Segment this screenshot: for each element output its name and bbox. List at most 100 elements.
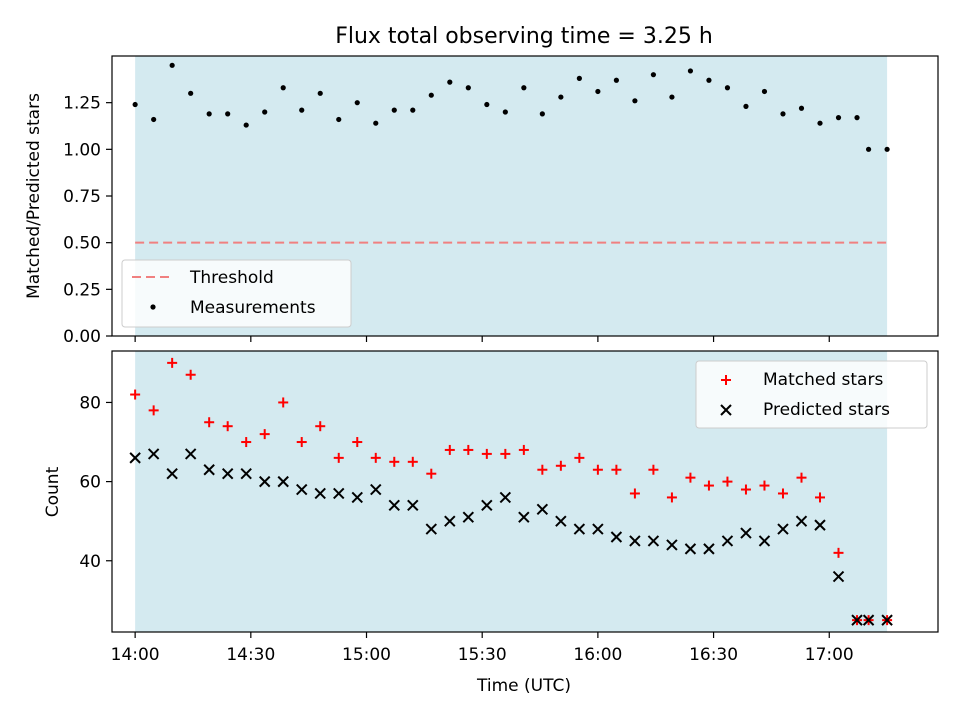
predicted-star-point xyxy=(184,448,197,460)
predicted-star-point-b xyxy=(862,614,875,626)
predicted-star-point-b xyxy=(684,543,697,555)
measurement-point xyxy=(280,85,286,91)
predicted-star-point xyxy=(851,614,863,626)
matched-star-point xyxy=(148,405,159,416)
predicted-star-point-b xyxy=(721,535,734,547)
predicted-star-point xyxy=(388,499,400,512)
measurement-point xyxy=(650,72,657,78)
matched-star-point xyxy=(333,452,344,463)
predicted-star-point xyxy=(703,543,715,555)
predicted-star-point-b xyxy=(814,519,826,531)
measurement-point xyxy=(336,116,342,123)
matched-star-point xyxy=(555,460,566,471)
matched-star-point xyxy=(703,480,714,491)
matched-star-point xyxy=(592,464,603,475)
chart-title: Flux total observing time = 3.25 h xyxy=(335,24,713,49)
predicted-star-point-b xyxy=(881,614,893,626)
x-axis-label: Time (UTC) xyxy=(476,676,571,696)
matched-star-point xyxy=(389,456,400,467)
predicted-star-point-b xyxy=(481,499,493,512)
measurement-point xyxy=(484,101,490,108)
predicted-star-point-b xyxy=(629,535,641,547)
predicted-star-point xyxy=(166,467,178,480)
matched-star-point xyxy=(444,444,455,455)
predicted-star-point xyxy=(647,535,660,547)
predicted-star-point xyxy=(351,491,363,504)
matched-star-point xyxy=(296,437,307,448)
measurement-point xyxy=(724,85,731,91)
predicted-star-point-b xyxy=(166,467,178,480)
bottom-x-tick-label: 17:00 xyxy=(805,645,854,665)
predicted-star-point-b xyxy=(740,527,752,539)
predicted-star-point-b xyxy=(592,523,604,535)
measurement-point xyxy=(798,105,805,111)
predicted-star-point-b xyxy=(388,499,400,512)
predicted-star-point xyxy=(881,614,893,626)
measurement-point xyxy=(188,90,194,96)
measurement-point xyxy=(299,107,305,113)
bottom-x-tick-label: 14:00 xyxy=(111,645,160,665)
measurement-point xyxy=(354,100,360,106)
predicted-star-point xyxy=(573,523,586,535)
measurement-point xyxy=(817,120,823,126)
predicted-star-point-b xyxy=(351,491,363,504)
measurement-point xyxy=(391,107,397,113)
predicted-star-point xyxy=(314,487,326,500)
measurement-point xyxy=(835,115,842,121)
predicted-star-point-b xyxy=(851,614,863,626)
predicted-star-point-b xyxy=(499,491,512,504)
predicted-star-point xyxy=(462,511,475,523)
measurement-point xyxy=(854,115,860,121)
top-y-tick-label: 0.50 xyxy=(63,234,101,254)
predicted-legend-label: Predicted stars xyxy=(763,400,890,420)
matched-legend-swatch xyxy=(721,375,731,385)
bottom-y-axis: 40 60 80 xyxy=(79,393,112,572)
top-plot-frame xyxy=(111,55,939,337)
matched-star-point xyxy=(518,444,529,455)
top-y-tick-label: 0.25 xyxy=(63,280,101,300)
predicted-legend-marker-b xyxy=(720,404,732,416)
bottom-plot-frame xyxy=(111,350,939,633)
measurement-point xyxy=(169,62,175,68)
predicted-star-point-b xyxy=(314,487,326,500)
bottom-y-axis-label: Count xyxy=(43,466,63,517)
predicted-star-point xyxy=(129,452,141,464)
bottom-x-tick-label: 16:30 xyxy=(689,645,738,665)
predicted-star-point-b xyxy=(296,483,308,496)
measurement-point xyxy=(262,109,268,115)
matched-star-point xyxy=(833,547,844,558)
predicted-star-point xyxy=(499,491,512,504)
matched-star-point xyxy=(370,452,381,463)
bottom-x-tick-label: 16:00 xyxy=(573,645,622,665)
predicted-star-point-b xyxy=(777,523,789,535)
measurement-point xyxy=(539,111,545,117)
predicted-star-point-b xyxy=(555,515,567,527)
measurement-point xyxy=(669,94,675,100)
matched-star-point xyxy=(352,437,363,448)
predicted-star-point-b xyxy=(184,448,197,460)
bottom-panel: 40 60 80 14:00 14:30 15:00 15:30 16:00 16:30 17:… xyxy=(43,350,939,696)
predicted-star-point-b xyxy=(258,475,271,488)
predicted-star-point xyxy=(610,531,623,543)
measurement-point xyxy=(521,85,527,91)
matched-star-point xyxy=(241,437,252,448)
matched-star-point xyxy=(222,421,233,432)
top-panel: Flux total observing time = 3.25 h 0.00 0… xyxy=(24,24,939,347)
matched-star-point xyxy=(463,444,474,455)
top-y-tick-label: 1.00 xyxy=(63,140,101,160)
predicted-star-point xyxy=(862,614,875,626)
matched-star-point xyxy=(740,484,751,495)
predicted-star-point-b xyxy=(240,467,252,480)
matched-star-point xyxy=(815,492,825,503)
top-y-tick-label: 0.00 xyxy=(63,327,101,347)
matched-star-point xyxy=(185,369,196,380)
predicted-star-point xyxy=(684,543,697,555)
matched-star-point xyxy=(685,472,696,483)
predicted-star-point-b xyxy=(425,523,438,535)
matched-star-point xyxy=(204,417,215,428)
predicted-star-point xyxy=(147,448,160,460)
measurement-point xyxy=(884,146,890,152)
predicted-star-point-b xyxy=(333,487,345,500)
predicted-star-point xyxy=(481,499,493,512)
measurement-points xyxy=(132,62,890,152)
